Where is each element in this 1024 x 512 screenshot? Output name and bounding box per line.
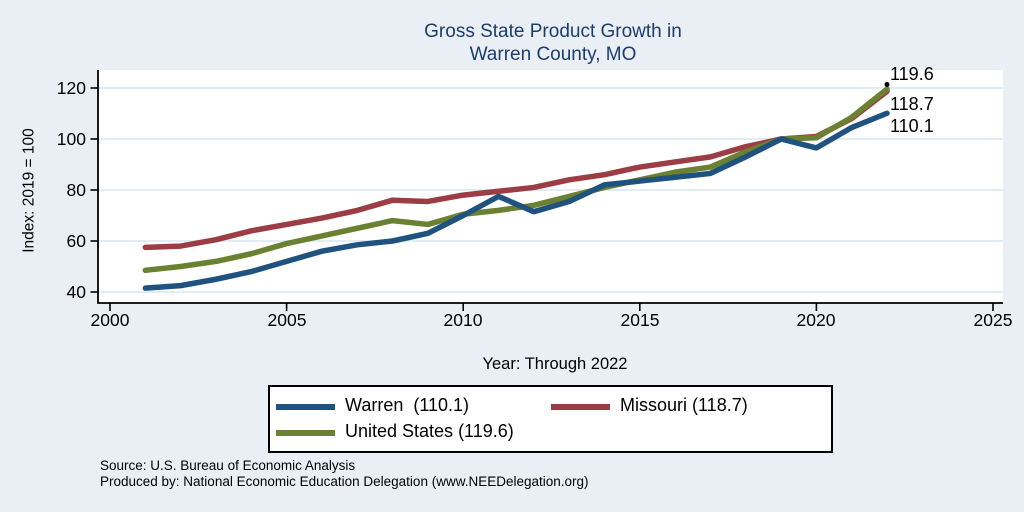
y-tick-label-120: 120: [56, 78, 86, 98]
legend-label-warren: Warren (110.1): [345, 395, 470, 415]
end-point-marker: [884, 82, 890, 87]
end-value-label-warren: 110.1: [890, 116, 934, 136]
x-axis-label: Year: Through 2022: [482, 355, 628, 373]
y-tick-label-60: 60: [66, 231, 86, 251]
warren-line: [142, 110, 890, 291]
x-tick-label-2025: 2025: [973, 310, 1013, 330]
chart-title-line2: Warren County, MO: [469, 44, 637, 65]
y-tick-label-100: 100: [56, 129, 86, 149]
y-tick-label-40: 40: [66, 282, 86, 302]
end-value-label-missouri: 118.7: [890, 94, 934, 114]
united-states-line-swatch: [276, 430, 335, 436]
x-tick-label-2015: 2015: [620, 310, 660, 330]
legend-label-missouri: Missouri (118.7): [620, 395, 748, 415]
x-tick-label-2000: 2000: [90, 310, 130, 330]
legend-label-united-states: United States (119.6): [345, 421, 514, 441]
chart-title-line1: Gross State Product Growth in: [424, 21, 682, 42]
source-note: Source: U.S. Bureau of Economic Analysis: [100, 458, 356, 473]
x-tick-label-2010: 2010: [443, 310, 483, 330]
chart-title: Gross State Product Growth in Warren Cou…: [41, 20, 1024, 66]
warren-line-swatch: [276, 404, 335, 410]
end-value-label-united-states: 119.6: [890, 64, 934, 84]
x-tick-label-2020: 2020: [796, 310, 836, 330]
missouri-line-swatch: [551, 404, 610, 410]
legend-box: Warren (110.1) Missouri (118.7) United S…: [268, 385, 833, 453]
produced-by-note: Produced by: National Economic Education…: [100, 474, 589, 489]
x-tick-label-2005: 2005: [267, 310, 307, 330]
y-tick-label-80: 80: [66, 180, 86, 200]
